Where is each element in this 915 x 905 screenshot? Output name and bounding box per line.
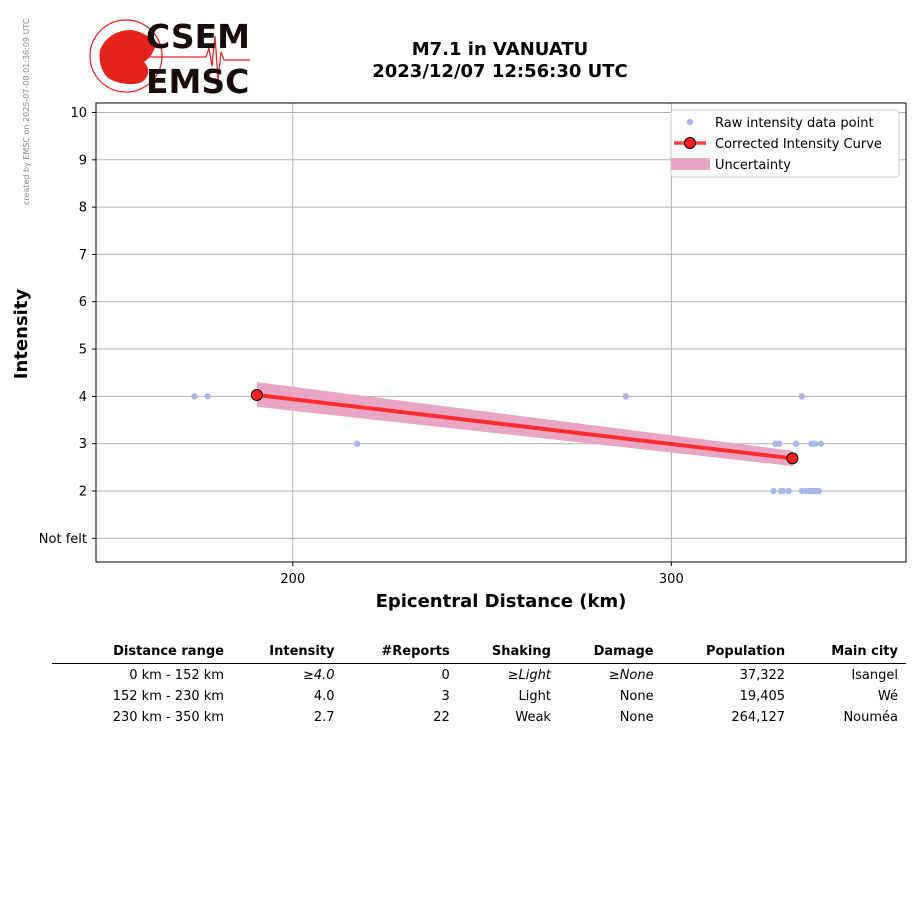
raw-data-point [798, 393, 806, 400]
raw-data-point [204, 393, 211, 400]
table-row: 0 km - 152 km ≥4.0 0 ≥Light ≥None 37,322… [52, 664, 906, 686]
emsc-logo: CSEM EMSC [89, 18, 250, 100]
cell-distance: 0 km - 152 km [129, 668, 224, 683]
header-population: Population [661, 642, 794, 664]
intensity-chart: Not felt 2 3 4 5 6 7 8 9 10 200 300 Epicentral Dist… [11, 102, 907, 612]
raw-points-layer [191, 393, 825, 495]
legend-raw-marker [686, 118, 694, 126]
cell-shaking: Light [518, 689, 551, 704]
curve-endpoint-marker [786, 452, 799, 465]
raw-data-point [815, 487, 823, 495]
y-tick-label: 2 [79, 485, 87, 500]
header-shaking: Shaking [457, 642, 559, 664]
uncertainty-band-layer [256, 382, 793, 466]
raw-data-point [779, 487, 787, 495]
y-tick-label: 3 [79, 437, 87, 452]
logo-seismogram-icon [148, 35, 250, 81]
cell-shaking: Weak [515, 710, 551, 725]
logo-map-icon [99, 30, 156, 85]
chart-subtitle: 2023/12/07 12:56:30 UTC [372, 61, 628, 82]
y-axis-label: Intensity [11, 289, 32, 380]
cell-distance: 152 km - 230 km [112, 689, 224, 704]
legend-box [670, 109, 900, 178]
table-row: 152 km - 230 km 4.0 3 Light None 19,405 … [52, 685, 906, 706]
legend-uncertainty-swatch [671, 158, 710, 170]
raw-data-point [817, 440, 825, 447]
cell-damage: None [619, 710, 654, 725]
cell-reports: 3 [441, 689, 450, 704]
header-city: Main city [793, 642, 906, 664]
chart-title: M7.1 in VANUATU [411, 39, 589, 60]
cell-population: 264,127 [731, 710, 786, 725]
y-tick-label: Not felt [39, 532, 87, 547]
cell-intensity: 2.7 [313, 710, 335, 725]
header-intensity: Intensity [231, 642, 343, 664]
y-tick-label: 9 [79, 153, 87, 168]
cell-damage: ≥None [608, 668, 654, 683]
cell-shaking: ≥Light [507, 668, 551, 683]
x-tick-label: 300 [659, 572, 684, 587]
cell-population: 37,322 [739, 668, 786, 683]
plot-frame [95, 102, 907, 563]
cell-city: Nouméa [843, 710, 898, 725]
curve-layer [250, 388, 799, 465]
cell-reports: 22 [433, 710, 450, 725]
raw-data-point [776, 440, 783, 447]
legend: Raw intensity data point Corrected Inten… [670, 109, 900, 178]
cell-intensity: 4.0 [313, 689, 335, 704]
legend-uncertainty-label: Uncertainty [715, 158, 791, 173]
y-tick-label: 5 [79, 343, 87, 358]
raw-data-point [353, 440, 361, 447]
raw-data-point [770, 487, 777, 495]
ticks-layer: Not felt 2 3 4 5 6 7 8 9 10 200 300 [39, 106, 684, 587]
raw-data-point [793, 440, 800, 447]
grid [96, 103, 906, 562]
cell-intensity: ≥4.0 [302, 668, 335, 683]
logo-text-bottom: EMSC [146, 62, 249, 100]
raw-data-point [622, 393, 630, 400]
legend-curve-label: Corrected Intensity Curve [715, 137, 882, 152]
cell-distance: 230 km - 350 km [112, 710, 224, 725]
y-tick-label: 7 [79, 248, 87, 263]
table-header-row: Distance range Intensity #Reports Shakin… [52, 642, 906, 664]
raw-data-point [191, 393, 198, 400]
cell-damage: None [619, 689, 654, 704]
logo-globe-icon [89, 19, 163, 93]
header-distance: Distance range [52, 642, 232, 664]
y-tick-label: 8 [79, 201, 87, 216]
uncertainty-band [256, 382, 793, 466]
corrected-intensity-curve [256, 392, 793, 461]
cell-population: 19,405 [739, 689, 786, 704]
y-tick-label: 4 [79, 390, 87, 405]
raw-data-point [811, 440, 819, 447]
cell-city: Wé [877, 689, 898, 704]
y-tick-label: 10 [70, 106, 87, 121]
legend-raw-label: Raw intensity data point [715, 116, 874, 131]
header-damage: Damage [558, 642, 662, 664]
cell-city: Isangel [851, 668, 898, 683]
raw-data-point [785, 487, 792, 495]
cell-reports: 0 [441, 668, 450, 683]
header-reports: #Reports [342, 642, 458, 664]
curve-endpoint-marker [250, 388, 263, 401]
x-axis-label: Epicentral Distance (km) [376, 591, 627, 612]
intensity-table: Distance range Intensity #Reports Shakin… [52, 642, 906, 727]
table-row: 230 km - 350 km 2.7 22 Weak None 264,127… [52, 706, 906, 727]
y-tick-label: 6 [79, 295, 87, 310]
legend-curve-marker [684, 137, 696, 149]
x-tick-label: 200 [280, 572, 305, 587]
logo-text-top: CSEM [146, 18, 250, 56]
